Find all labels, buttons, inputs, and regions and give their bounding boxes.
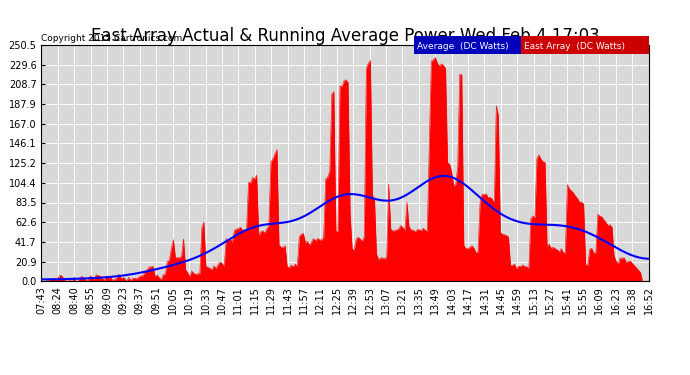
Text: East Array  (DC Watts): East Array (DC Watts) (524, 42, 625, 51)
Text: Average  (DC Watts): Average (DC Watts) (417, 42, 509, 51)
Text: Copyright 2015 Cartronics.com: Copyright 2015 Cartronics.com (41, 34, 183, 43)
Title: East Array Actual & Running Average Power Wed Feb 4 17:03: East Array Actual & Running Average Powe… (90, 27, 600, 45)
